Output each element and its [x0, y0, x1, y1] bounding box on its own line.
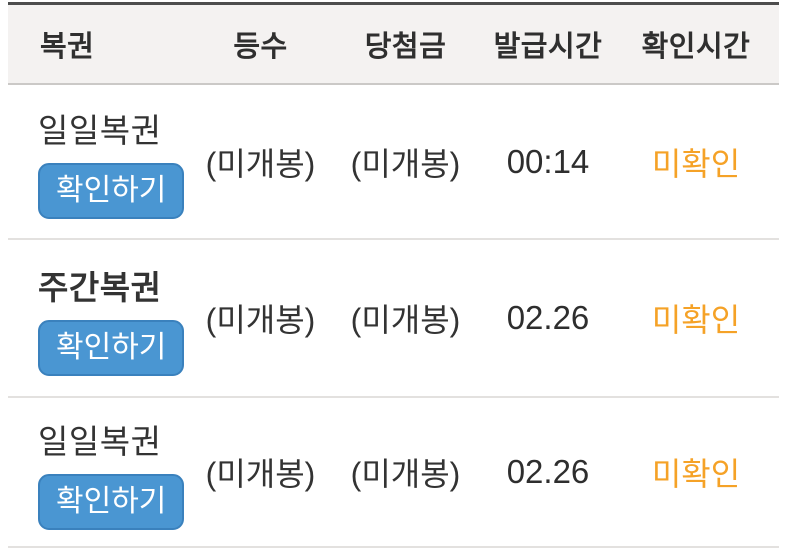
issued-time: 02.26 — [506, 299, 590, 336]
prize-value: (미개봉) — [350, 456, 461, 492]
lottery-cell: 주간복권 확인하기 — [8, 261, 193, 376]
prize-value: (미개봉) — [350, 302, 461, 338]
rank-value: (미개봉) — [205, 456, 316, 492]
table-row: 주간복권 확인하기 (미개봉) (미개봉) 02.26 미확인 — [8, 240, 779, 398]
checked-status: 미확인 — [651, 456, 741, 492]
check-button[interactable]: 확인하기 — [38, 473, 185, 530]
issued-time: 00:14 — [506, 142, 590, 180]
issued-time: 02.26 — [506, 453, 590, 490]
table-row: 일일복권 확인하기 (미개봉) (미개봉) 02.26 미확인 — [8, 398, 779, 548]
lottery-table: 복권 등수 당첨금 발급시간 확인시간 일일복권 확인하기 (미개봉) (미개봉… — [8, 2, 779, 548]
rank-value: (미개봉) — [205, 302, 316, 338]
lottery-cell: 일일복권 확인하기 — [8, 104, 193, 219]
table-row: 일일복권 확인하기 (미개봉) (미개봉) 00:14 미확인 — [8, 85, 779, 240]
header-cell-lottery: 복권 — [40, 31, 95, 63]
header-cell-prize: 당첨금 — [364, 31, 447, 63]
lottery-cell: 일일복권 확인하기 — [8, 415, 193, 530]
prize-value: (미개봉) — [350, 145, 461, 182]
header-cell-checked-time: 확인시간 — [641, 31, 751, 63]
table-header-row: 복권 등수 당첨금 발급시간 확인시간 — [8, 2, 779, 85]
check-button[interactable]: 확인하기 — [38, 163, 185, 219]
checked-status: 미확인 — [651, 302, 741, 338]
header-cell-issued-time: 발급시간 — [493, 31, 603, 63]
checked-status: 미확인 — [651, 145, 741, 182]
lottery-name: 일일복권 — [38, 422, 162, 460]
rank-value: (미개봉) — [205, 145, 316, 182]
lottery-name: 일일복권 — [38, 112, 162, 149]
header-cell-rank: 등수 — [233, 31, 288, 63]
check-button[interactable]: 확인하기 — [38, 319, 185, 376]
lottery-name: 주간복권 — [38, 268, 162, 306]
